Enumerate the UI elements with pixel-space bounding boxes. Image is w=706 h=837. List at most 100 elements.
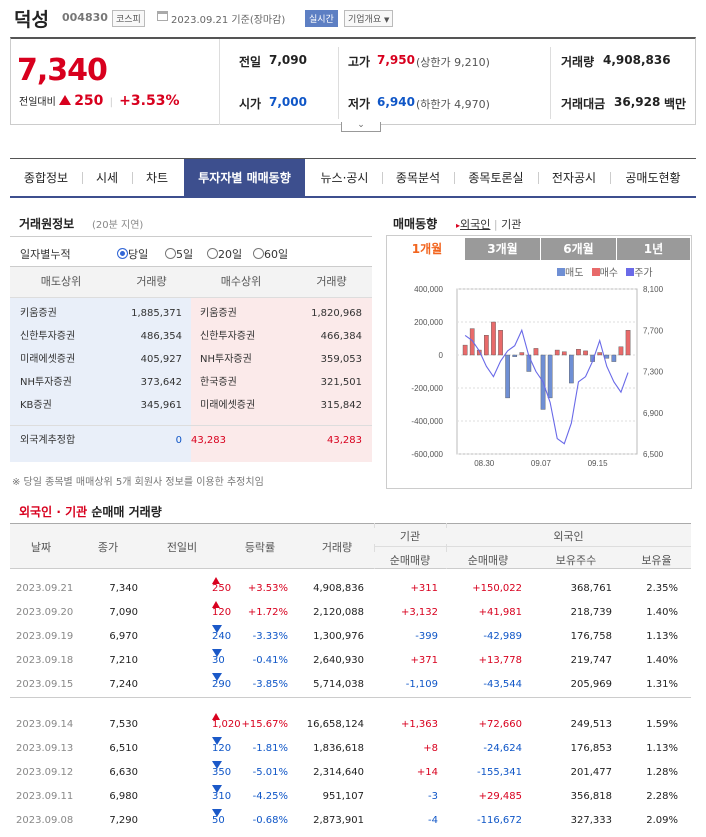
tab-quote[interactable]: 시세 [95, 171, 119, 185]
bullet-icon: ▸ [456, 221, 461, 230]
down-arrow-icon [212, 737, 222, 745]
volume-value: 4,908,836 [603, 53, 671, 67]
row-volume: 2,314,640 [313, 767, 364, 778]
net-bar [611, 354, 617, 362]
row-foreign-net: -155,341 [477, 767, 522, 778]
left-tick-label: 400,000 [414, 285, 443, 294]
broker-table: 매도상위 거래량 매수상위 거래량 키움증권 1,885,371 키움증권 1,… [10, 266, 372, 462]
sell-top-header: 매도상위 [40, 275, 82, 288]
tab-discussion[interactable]: 종목토론실 [468, 171, 524, 185]
row-volume: 5,714,038 [313, 679, 364, 690]
left-tick-label: -400,000 [411, 417, 443, 426]
trend-chart-box: 1개월 3개월 6개월 1년 매도 매수 주가 400,000 200,000 0 -… [386, 235, 692, 489]
row-diff-value: 120 [212, 607, 232, 618]
row-date: 2023.09.21 [16, 583, 74, 594]
broker-filter: 일자별누적 당일 5일 20일 60일 [10, 236, 372, 266]
volume-label: 거래량 [561, 55, 595, 69]
tab-chart[interactable]: 차트 [145, 171, 169, 185]
row-inst-net: +311 [410, 583, 438, 594]
low-label: 저가 [348, 97, 371, 111]
col-rate: 등락률 [220, 539, 300, 555]
row-hold: 176,758 [570, 631, 612, 642]
net-bar [505, 354, 510, 399]
row-rate: -5.01% [252, 767, 288, 778]
filter-label: 일자별누적 [20, 248, 71, 261]
low-value: 6,940 [377, 95, 415, 109]
row-date: 2023.09.12 [16, 767, 74, 778]
row-volume: 2,120,088 [313, 607, 364, 618]
link-institution[interactable]: 기관 [501, 218, 522, 231]
radio-20d[interactable]: 20일 [207, 246, 242, 262]
row-foreign-net: -116,672 [477, 815, 522, 826]
broker-footnote: ※ 당일 종목별 매매상위 5개 회원사 정보를 이용한 추정치임 [12, 477, 264, 488]
row-hold: 327,333 [570, 815, 612, 826]
row-foreign-net: -43,544 [483, 679, 522, 690]
foreign-buy: 43,283 [191, 435, 226, 446]
high-value: 7,950 [377, 53, 415, 67]
row-rate: +1.72% [247, 607, 288, 618]
buy-broker-vol: 321,501 [320, 377, 362, 388]
change-line: 전일대비 250 | +3.53% [19, 93, 180, 109]
realtime-button[interactable]: 실시간 [305, 10, 338, 27]
row-hold: 205,969 [570, 679, 612, 690]
table-row: 2023.09.21 7,340 250 +3.53% 4,908,836 +3… [10, 577, 691, 601]
period-tab-6m[interactable]: 6개월 [541, 238, 617, 260]
trend-title: 매매동향 [393, 217, 438, 231]
sell-broker-name: 키움증권 [20, 308, 57, 319]
row-ratio: 1.40% [646, 655, 678, 666]
corp-info-dropdown[interactable]: 기업개요 ▼ [344, 10, 394, 27]
sell-broker-vol: 345,961 [140, 400, 182, 411]
table-row: 2023.09.08 7,290 50 -0.68% 2,873,901 -4 … [10, 809, 691, 833]
row-inst-net: -399 [415, 631, 438, 642]
legend-buy: 매수 [599, 268, 618, 279]
tab-analysis[interactable]: 종목분석 [395, 171, 441, 185]
row-close: 7,340 [109, 583, 138, 594]
period-tab-1y[interactable]: 1년 [617, 238, 691, 260]
row-foreign-net: +72,660 [478, 719, 522, 730]
high-label: 고가 [348, 55, 371, 69]
row-diff-value: 1,020 [212, 719, 241, 730]
chart-legend: 매도 매수 주가 [557, 264, 653, 279]
down-arrow-icon [212, 809, 222, 817]
row-inst-net: +371 [410, 655, 438, 666]
row-volume: 2,873,901 [313, 815, 364, 826]
net-bar [519, 352, 525, 356]
legend-sell-swatch [557, 268, 565, 276]
row-hold: 356,818 [570, 791, 612, 802]
expand-toggle-button[interactable]: ⌄ [341, 121, 381, 132]
row-ratio: 2.35% [646, 583, 678, 594]
period-tab-1m[interactable]: 1개월 [389, 238, 465, 260]
tab-short-selling[interactable]: 공매도현황 [625, 171, 681, 185]
row-diff-value: 290 [212, 679, 232, 690]
row-diff-value: 50 [212, 815, 225, 826]
row-inst-net: +1,363 [400, 719, 438, 730]
open-label: 시가 [239, 97, 262, 111]
net-bar [583, 350, 588, 356]
row-hold: 368,761 [570, 583, 612, 594]
stock-code: 004830 [62, 11, 108, 24]
stock-header: 덕성 004830 코스피 2023.09.21 기준(장마감) 실시간 기업개… [0, 0, 706, 36]
col-volume: 거래량 [300, 539, 374, 555]
radio-5d[interactable]: 5일 [165, 246, 193, 262]
buy-broker-vol: 315,842 [320, 400, 362, 411]
net-title-foreign: 외국인 [19, 505, 53, 519]
row-foreign-net: -42,989 [483, 631, 522, 642]
right-tick-label: 7,300 [643, 368, 664, 377]
radio-60d[interactable]: 60일 [253, 246, 288, 262]
tab-investor-trend[interactable]: 투자자별 매매동향 [184, 159, 305, 197]
buy-broker-name: NH투자증권 [200, 354, 252, 365]
net-bar [491, 321, 496, 356]
tab-overview[interactable]: 종합정보 [23, 171, 69, 185]
row-date: 2023.09.15 [16, 679, 74, 690]
net-bar [498, 330, 503, 356]
row-ratio: 1.40% [646, 607, 678, 618]
main-tabs: 종합정보 시세 차트 투자자별 매매동향 뉴스·공시 종목분석 종목토론실 전자… [10, 158, 696, 198]
link-foreign[interactable]: 외국인 [460, 218, 491, 231]
buy-broker-name: 신한투자증권 [200, 331, 256, 342]
radio-today[interactable]: 당일 [117, 246, 148, 262]
period-tab-3m[interactable]: 3개월 [465, 238, 541, 260]
tab-disclosure[interactable]: 전자공시 [551, 171, 597, 185]
row-diff-value: 240 [212, 631, 232, 642]
table-row: 2023.09.13 6,510 120 -1.81% 1,836,618 +8… [10, 737, 691, 761]
tab-news[interactable]: 뉴스·공시 [320, 171, 369, 185]
